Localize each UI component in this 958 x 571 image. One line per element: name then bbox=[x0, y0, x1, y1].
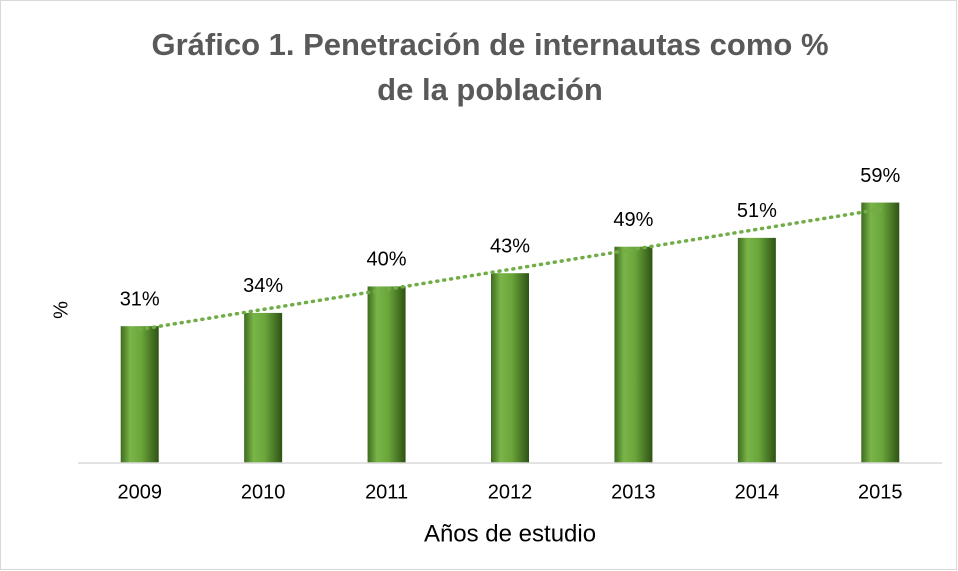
data-label: 51% bbox=[737, 200, 777, 222]
bar bbox=[737, 237, 776, 463]
bar bbox=[244, 312, 283, 463]
bar bbox=[367, 286, 406, 463]
x-tick-label: 2010 bbox=[241, 481, 286, 503]
x-tick-label: 2013 bbox=[611, 481, 656, 503]
x-tick-label: 2011 bbox=[365, 481, 408, 503]
bar bbox=[861, 202, 900, 464]
trendline bbox=[137, 207, 883, 332]
data-label: 59% bbox=[860, 165, 900, 187]
chart-title: Gráfico 1. Penetración de internautas co… bbox=[151, 27, 829, 107]
data-label: 49% bbox=[613, 209, 653, 231]
data-label: 40% bbox=[367, 249, 407, 271]
x-tick-label: 2015 bbox=[858, 481, 903, 503]
data-label: 31% bbox=[120, 288, 160, 310]
x-tick-label: 2009 bbox=[117, 481, 162, 503]
x-axis-title: Años de estudio bbox=[424, 520, 596, 547]
bar bbox=[120, 326, 159, 463]
bar bbox=[491, 273, 529, 463]
x-tick-label: 2012 bbox=[488, 481, 533, 503]
data-label: 43% bbox=[490, 235, 530, 257]
bar bbox=[614, 246, 653, 463]
y-axis-title: % bbox=[50, 301, 72, 319]
data-label: 34% bbox=[243, 275, 283, 297]
x-tick-label: 2014 bbox=[735, 481, 780, 503]
